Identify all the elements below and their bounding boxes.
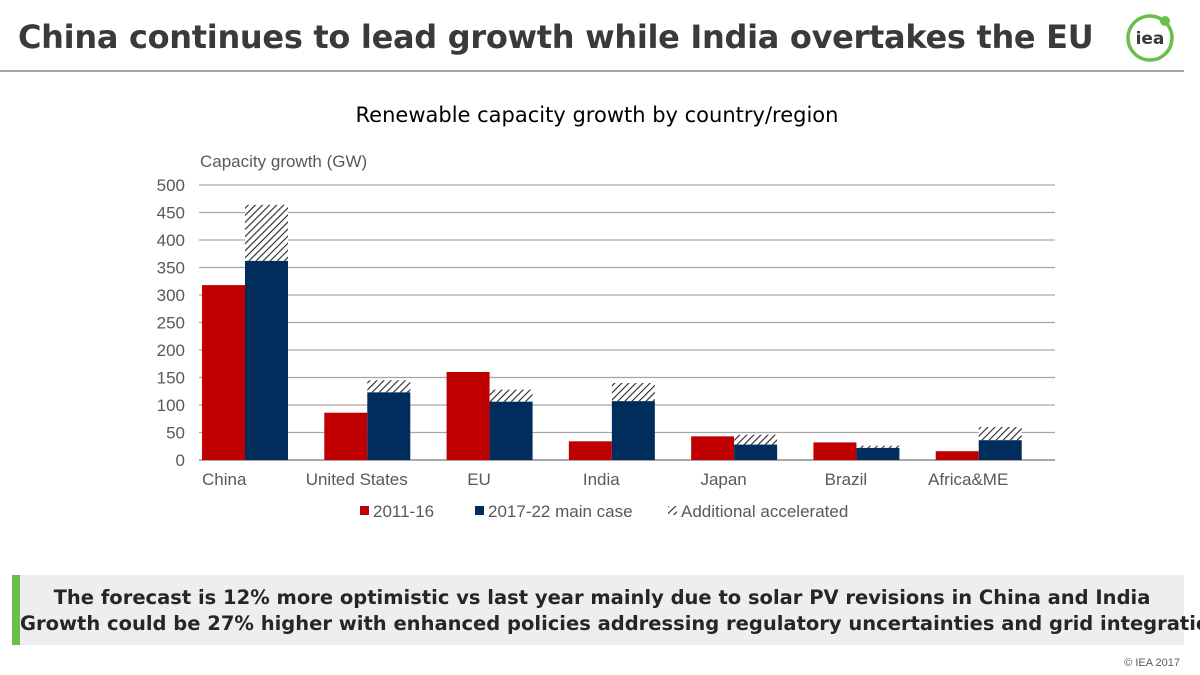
y-tick-label: 200: [157, 341, 185, 360]
bar-additional-accelerated: [245, 204, 288, 261]
bar-2011-16: [202, 285, 245, 460]
y-tick-label: 0: [176, 451, 185, 470]
bar-additional-accelerated: [611, 383, 655, 402]
x-tick-label: India: [583, 470, 620, 489]
bar-chart: Renewable capacity growth by country/reg…: [157, 103, 1055, 521]
x-tick-label: Japan: [700, 470, 746, 489]
y-tick-label: 50: [166, 424, 185, 443]
x-tick-label: United States: [306, 470, 408, 489]
bar-2011-16: [935, 451, 979, 460]
key-message-line-2: Growth could be 27% higher with enhanced…: [20, 612, 1200, 635]
bar-2011-16: [568, 441, 612, 460]
iea-logo: iea: [1126, 14, 1174, 62]
x-tick-labels: China United States EU India Japan Brazil Afri…: [202, 470, 1008, 489]
bar-additional-accelerated: [856, 445, 900, 448]
y-tick-label: 300: [157, 286, 185, 305]
legend-label: 2017-22 main case: [488, 502, 633, 521]
legend-swatch: [668, 506, 677, 515]
bar-2017-22-main-case: [734, 444, 778, 460]
bar-additional-accelerated: [978, 427, 1022, 441]
legend-swatch: [360, 506, 369, 515]
chart-title: Renewable capacity growth by country/reg…: [356, 103, 839, 127]
x-tick-label: China: [202, 470, 247, 489]
bar-2011-16: [813, 442, 857, 460]
bar-2017-22-main-case: [611, 401, 655, 460]
y-tick-label: 450: [157, 204, 185, 223]
bar-2017-22-main-case: [245, 260, 288, 460]
callout-accent-bar: [12, 575, 20, 645]
bar-2017-22-main-case: [489, 401, 533, 460]
page-title: China continues to lead growth while Ind…: [18, 18, 1094, 56]
key-message-box: The forecast is 12% more optimistic vs l…: [12, 575, 1200, 645]
logo-text: iea: [1136, 29, 1165, 49]
bar-additional-accelerated: [489, 389, 533, 402]
legend-swatch: [475, 506, 484, 515]
y-tick-label: 500: [157, 176, 185, 195]
bar-2011-16: [691, 436, 735, 460]
x-tick-label: Africa&ME: [928, 470, 1008, 489]
y-tick-label: 100: [157, 396, 185, 415]
bar-2017-22-main-case: [978, 440, 1022, 460]
legend-label: Additional accelerated: [681, 502, 848, 521]
legend-label: 2011-16: [373, 502, 434, 521]
copyright: © IEA 2017: [1124, 657, 1180, 669]
key-message-line-1: The forecast is 12% more optimistic vs l…: [53, 586, 1151, 609]
y-tick-labels: 0 50 100 150 200 250 300 350 400 450 500: [157, 176, 185, 470]
bar-2017-22-main-case: [367, 392, 411, 460]
legend: 2011-16 2017-22 main case Additional accel…: [360, 502, 848, 521]
gridlines: [199, 184, 1055, 461]
bar-additional-accelerated: [367, 380, 411, 393]
x-tick-label: Brazil: [825, 470, 868, 489]
bar-2011-16: [446, 372, 490, 460]
bar-2011-16: [324, 412, 368, 460]
title-divider: [0, 70, 1184, 72]
y-tick-label: 350: [157, 259, 185, 278]
y-tick-label: 400: [157, 231, 185, 250]
bar-2017-22-main-case: [856, 447, 900, 460]
y-axis-label: Capacity growth (GW): [200, 152, 367, 171]
y-tick-label: 250: [157, 314, 185, 333]
bar-additional-accelerated: [734, 434, 778, 445]
y-tick-label: 150: [157, 369, 185, 388]
bars: [202, 204, 1022, 460]
x-tick-label: EU: [467, 470, 491, 489]
